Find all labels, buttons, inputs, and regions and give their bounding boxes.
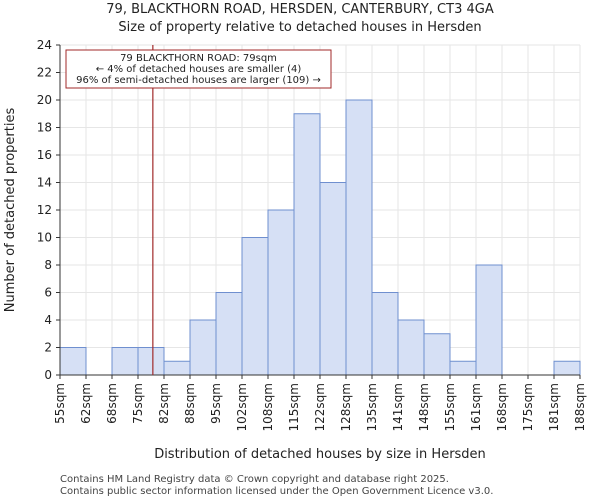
annotation-box-group: 79 BLACKTHORN ROAD: 79sqm ← 4% of detach… [65,49,332,89]
chart-title: 79, BLACKTHORN ROAD, HERSDEN, CANTERBURY… [106,2,494,17]
histogram-bar [215,292,243,376]
histogram-bar [449,360,477,376]
x-tick-label: 108sqm [261,383,275,431]
histogram-bar [319,182,347,376]
x-tick-label: 102sqm [235,383,249,431]
histogram-bar [397,319,425,376]
histogram-bar [59,347,87,376]
x-ticks-layer: 55sqm 62sqm 68sqm 75sqm 82sqm 88sqm 95sqm 102sq… [53,375,587,431]
histogram-bar [189,319,217,376]
y-tick-label: 6 [44,286,52,300]
y-tick-label: 10 [37,231,52,245]
x-tick-label: 175sqm [521,383,535,431]
x-tick-label: 95sqm [209,383,223,424]
x-tick-label: 82sqm [157,383,171,424]
y-tick-label: 2 [44,341,52,355]
annotation-line-3: 96% of semi-detached houses are larger (… [76,75,321,86]
x-tick-label: 62sqm [79,383,93,424]
x-tick-label: 122sqm [313,383,327,431]
y-tick-label: 0 [44,368,52,382]
x-tick-label: 88sqm [183,383,197,424]
histogram-bar [163,360,191,376]
x-tick-label: 68sqm [105,383,119,424]
x-tick-label: 115sqm [287,383,301,431]
y-axis-label: Number of detached properties [3,108,18,313]
histogram-bar [553,360,581,376]
x-tick-label: 141sqm [391,383,405,431]
x-tick-label: 155sqm [443,383,457,431]
x-tick-label: 161sqm [469,383,483,431]
x-tick-label: 168sqm [495,383,509,431]
y-tick-label: 12 [37,203,52,217]
y-tick-label: 4 [44,313,52,327]
y-tick-label: 20 [37,93,52,107]
bars-layer [59,99,581,376]
x-axis-label: Distribution of detached houses by size … [154,447,486,462]
histogram-bar [267,209,295,376]
x-tick-label: 75sqm [131,383,145,424]
annotation-line-1: 79 BLACKTHORN ROAD: 79sqm [120,53,277,64]
histogram-bar [293,113,321,376]
annotation-box [65,49,332,89]
x-tick-label: 55sqm [53,383,67,424]
x-tick-label: 148sqm [417,383,431,431]
histogram-bar [423,333,451,376]
histogram-bar [345,99,373,376]
histogram-bar [111,347,139,376]
y-tick-label: 14 [37,176,52,190]
annotation-line-2: ← 4% of detached houses are smaller (4) [96,64,302,75]
footer-line-1: Contains HM Land Registry data © Crown c… [60,474,449,485]
y-tick-label: 8 [44,258,52,272]
histogram-bar [371,292,399,376]
histogram-bar [241,237,269,376]
y-tick-label: 24 [37,38,52,52]
x-tick-label: 128sqm [339,383,353,431]
chart-subtitle: Size of property relative to detached ho… [118,20,481,35]
y-tick-label: 22 [37,66,52,80]
y-tick-label: 16 [37,148,52,162]
y-tick-label: 18 [37,121,52,135]
footer-line-2: Contains public sector information licen… [60,486,493,497]
x-tick-label: 188sqm [573,383,587,431]
x-tick-label: 181sqm [547,383,561,431]
x-tick-label: 135sqm [365,383,379,431]
histogram-bar [475,264,503,376]
histogram-bar [137,347,165,376]
